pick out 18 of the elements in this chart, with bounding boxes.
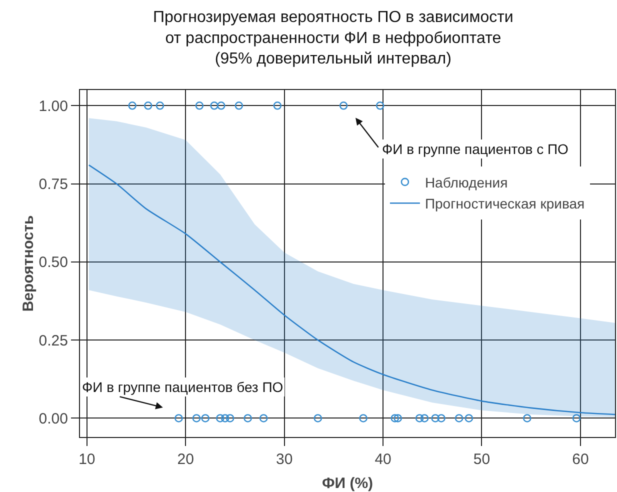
y-tick-label: 0.50 (38, 254, 68, 272)
x-tick-label: 60 (572, 451, 589, 468)
annotation: ФИ в группе пациентов без ПО (82, 379, 284, 395)
legend-label: Наблюдения (424, 174, 508, 190)
y-tick-label: 0.75 (38, 176, 68, 194)
legend-label: Прогностическая кривая (424, 196, 585, 212)
x-tick-label: 40 (374, 451, 392, 468)
chart-title: Прогнозируемая вероятность ПО в зависимости от распространенности ФИ в нефробиоптате (95% доверительный интервал) (152, 9, 514, 68)
x-tick-label: 50 (473, 451, 490, 468)
x-tick-label: 20 (177, 451, 194, 468)
x-tick-label: 10 (78, 451, 96, 468)
x-tick-label: 30 (276, 451, 293, 468)
y-tick-label: 1.00 (38, 98, 68, 115)
x-axis-title: ФИ (%) (322, 475, 374, 492)
y-tick-label: 0.00 (38, 410, 68, 428)
y-axis-title: Вероятность (20, 215, 37, 312)
annotation: ФИ в группе пациентов с ПО (382, 141, 569, 157)
y-tick-label: 0.25 (38, 332, 68, 350)
